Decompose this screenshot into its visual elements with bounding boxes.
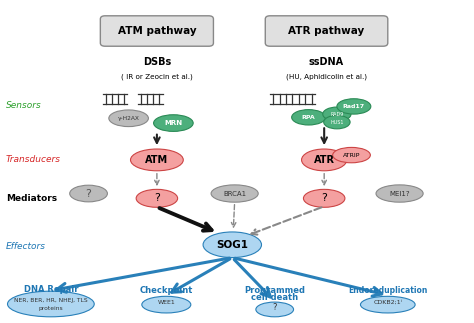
FancyBboxPatch shape	[265, 16, 388, 46]
Text: ?: ?	[154, 193, 160, 203]
Text: CDKB2;1ⁱ: CDKB2;1ⁱ	[374, 300, 402, 305]
Ellipse shape	[136, 189, 178, 207]
Text: Effectors: Effectors	[6, 242, 46, 251]
Text: Rad17: Rad17	[343, 104, 365, 109]
Text: NER, BER, HR, NHEJ, TLS: NER, BER, HR, NHEJ, TLS	[14, 298, 88, 303]
Text: ?: ?	[86, 189, 91, 199]
Text: DSBs: DSBs	[143, 57, 171, 67]
Ellipse shape	[211, 185, 258, 202]
Text: proteins: proteins	[38, 306, 63, 311]
Ellipse shape	[154, 115, 193, 131]
Text: cell death: cell death	[251, 293, 298, 302]
Text: (HU, Aphidicolin et al.): (HU, Aphidicolin et al.)	[286, 73, 367, 80]
FancyBboxPatch shape	[100, 16, 213, 46]
Text: Mediators: Mediators	[6, 194, 57, 203]
Text: RAD9: RAD9	[330, 112, 344, 117]
Ellipse shape	[8, 291, 94, 317]
Text: MRN: MRN	[164, 120, 182, 126]
Text: ATR: ATR	[314, 155, 335, 165]
Text: ATM: ATM	[146, 155, 168, 165]
Text: ATR pathway: ATR pathway	[288, 26, 365, 36]
Text: DNA Repair: DNA Repair	[24, 285, 78, 294]
Text: BRCA1: BRCA1	[223, 191, 246, 196]
Ellipse shape	[70, 185, 108, 202]
Ellipse shape	[337, 99, 371, 114]
Text: Checkpoint: Checkpoint	[140, 286, 193, 295]
Ellipse shape	[323, 107, 351, 121]
Text: ( IR or Zeocin et al.): ( IR or Zeocin et al.)	[121, 73, 193, 80]
Text: ?: ?	[321, 193, 327, 203]
Text: SOG1: SOG1	[216, 240, 248, 250]
Ellipse shape	[292, 109, 326, 125]
Text: RPA: RPA	[302, 115, 316, 120]
Ellipse shape	[142, 296, 191, 313]
Text: ?: ?	[273, 303, 277, 312]
Ellipse shape	[376, 185, 423, 202]
Text: Programmed: Programmed	[244, 286, 305, 295]
Text: WEE1: WEE1	[157, 300, 175, 305]
Text: ATRIP: ATRIP	[343, 152, 360, 158]
Ellipse shape	[109, 110, 148, 127]
Ellipse shape	[301, 149, 347, 171]
Ellipse shape	[360, 296, 415, 313]
Text: Sensors: Sensors	[6, 101, 42, 110]
Ellipse shape	[130, 149, 183, 171]
Ellipse shape	[203, 232, 262, 257]
Ellipse shape	[256, 302, 293, 317]
Text: Transducers: Transducers	[6, 155, 61, 164]
Text: ssDNA: ssDNA	[309, 57, 344, 67]
Text: Endoreduplication: Endoreduplication	[348, 286, 428, 295]
Text: ATM pathway: ATM pathway	[118, 26, 196, 36]
Ellipse shape	[303, 189, 345, 207]
Ellipse shape	[333, 147, 370, 163]
Text: MEI1?: MEI1?	[389, 191, 410, 196]
Ellipse shape	[324, 115, 350, 129]
Text: γ-H2AX: γ-H2AX	[118, 116, 139, 121]
Text: HUS1: HUS1	[330, 120, 344, 125]
